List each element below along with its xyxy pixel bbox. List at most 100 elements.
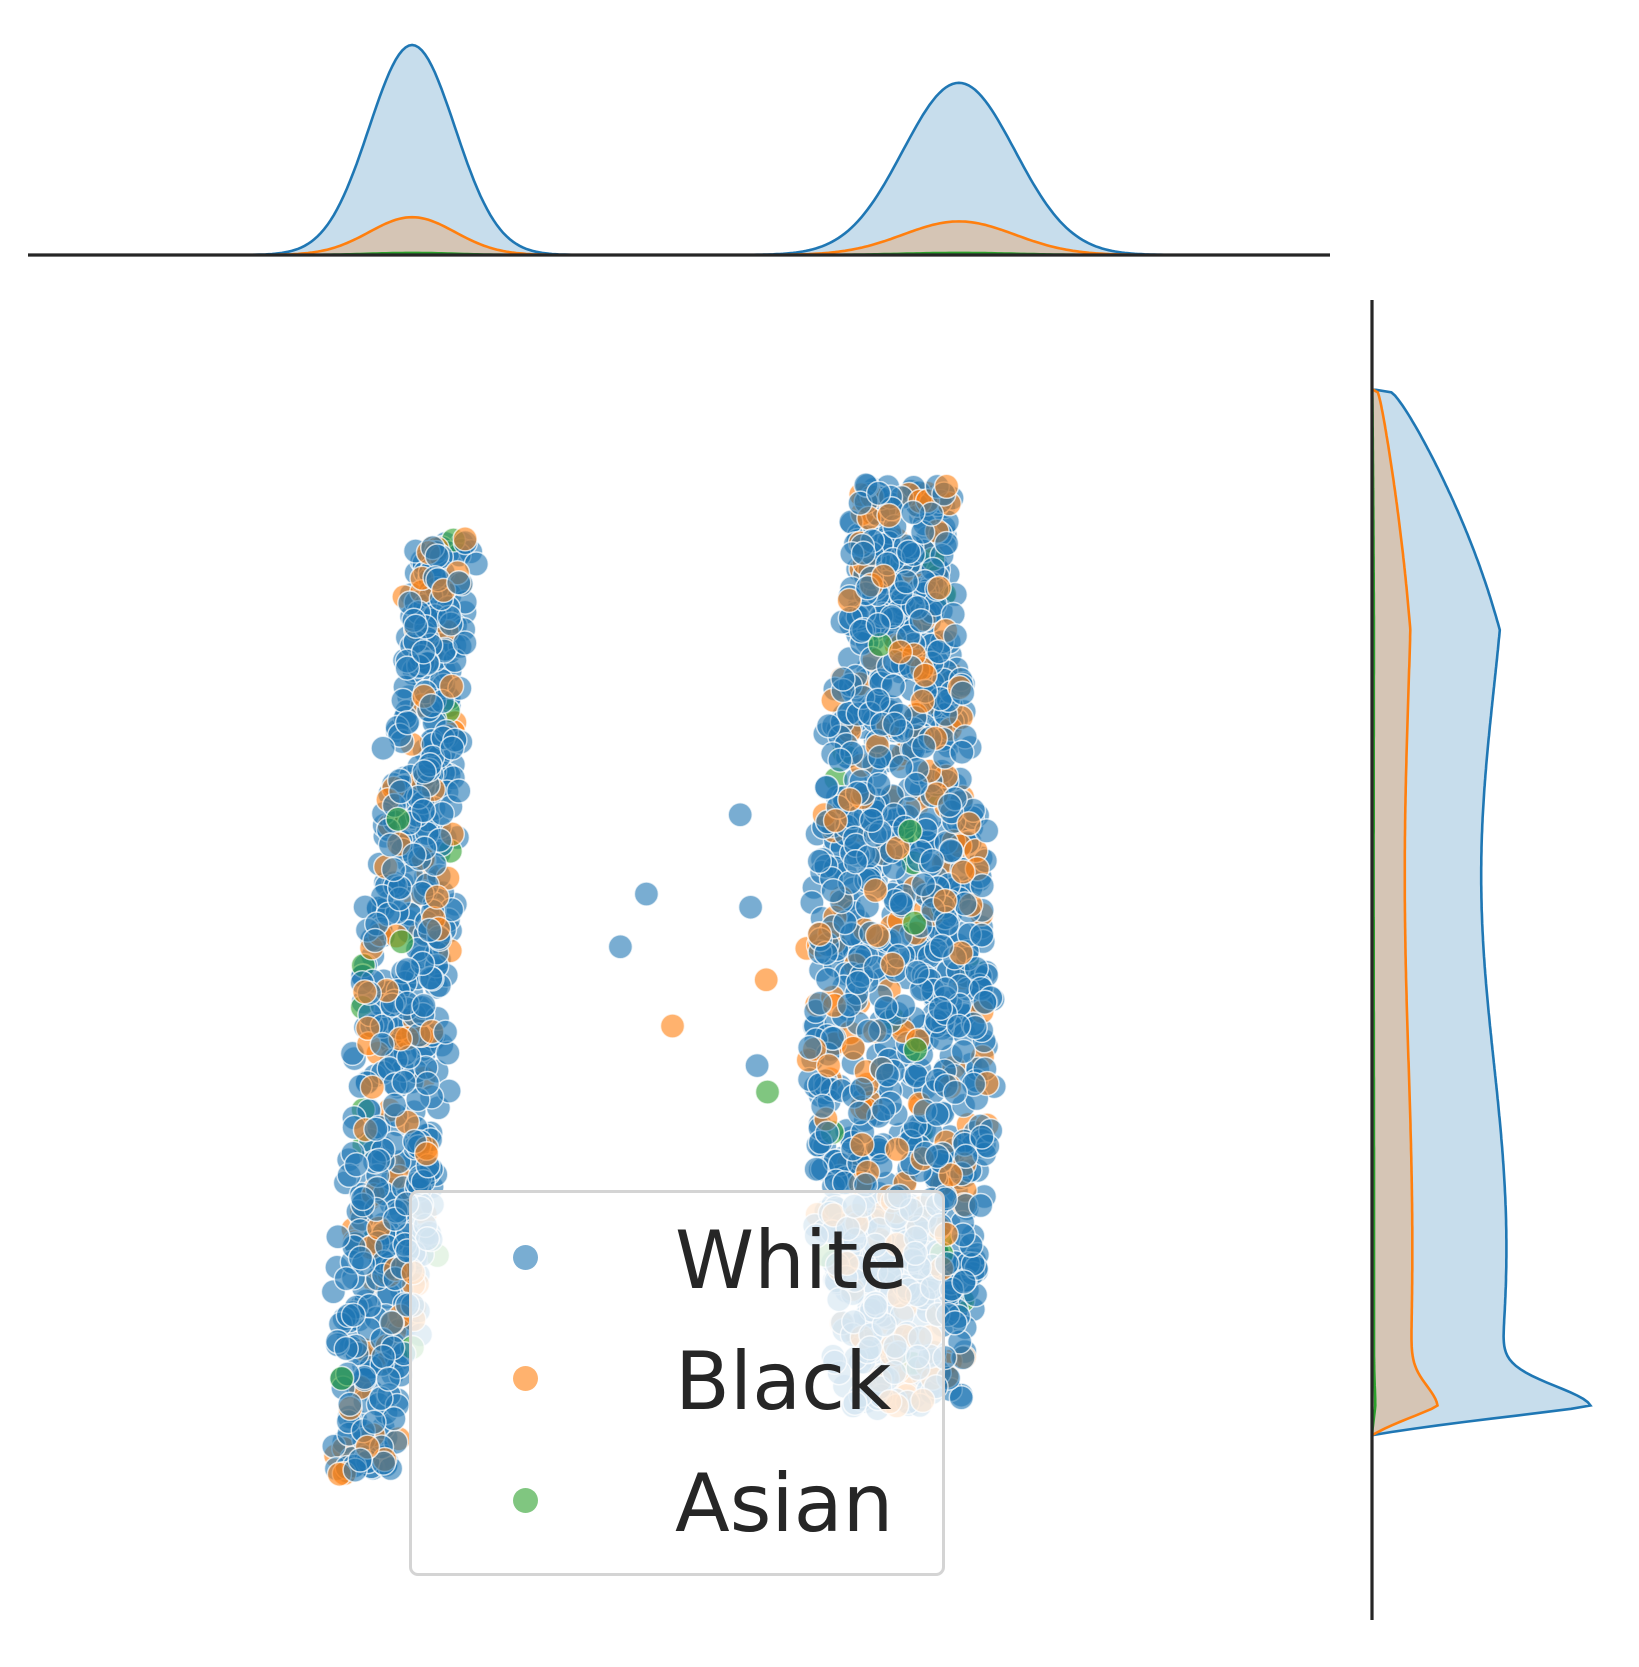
point-black-1962 — [862, 877, 889, 904]
point-white-1965 — [967, 1192, 994, 1219]
point-white-625 — [333, 1335, 359, 1362]
point-white-1843 — [813, 774, 840, 800]
point-asian-638 — [328, 1365, 355, 1392]
point-white-1963 — [858, 807, 885, 834]
right-kde-fill-white — [1372, 300, 1591, 1620]
point-black-1949 — [933, 473, 960, 500]
point-white-1992 — [949, 680, 976, 706]
point-black-1980 — [879, 951, 906, 978]
point-white-609 — [365, 1147, 392, 1174]
point-white-1898 — [910, 871, 937, 898]
point-white-1834 — [948, 1385, 975, 1411]
point-asian-1750 — [902, 1036, 929, 1063]
point-white-645 — [337, 1391, 363, 1418]
point-white-688 — [362, 927, 388, 954]
point-white-1733 — [919, 847, 945, 874]
point-white-593 — [333, 1265, 360, 1292]
point-black-1977 — [956, 811, 982, 837]
legend-marker-asian — [513, 1488, 538, 1513]
point-black-1990 — [806, 921, 833, 947]
point-black-676 — [424, 884, 450, 910]
top-kde-line-white — [28, 43, 1330, 257]
point-white-1952 — [807, 990, 833, 1016]
point-white-694 — [446, 570, 472, 596]
legend-item-white: White — [412, 1193, 942, 1307]
point-white-1858 — [888, 890, 915, 917]
point-white-2001 — [633, 881, 660, 907]
point-white-1928 — [865, 687, 891, 714]
point-white-1994 — [865, 480, 892, 506]
point-white-1939 — [836, 992, 863, 1018]
point-white-687 — [340, 1302, 367, 1328]
point-white-671 — [391, 1069, 417, 1095]
point-black-1864 — [815, 1052, 842, 1079]
point-white-1972 — [809, 1093, 836, 1120]
point-white-1954 — [827, 747, 853, 773]
point-white-1959 — [942, 1079, 969, 1106]
point-white-668 — [410, 639, 437, 665]
point-white-1969 — [820, 877, 846, 904]
point-black-692 — [452, 526, 478, 552]
right-kde-line-black — [1370, 300, 1439, 1620]
point-white-1944 — [873, 994, 899, 1021]
right-kde-line-white — [1370, 300, 1593, 1620]
point-white-1877 — [927, 995, 954, 1022]
point-white-2007 — [727, 802, 753, 828]
point-white-1957 — [855, 1018, 882, 1044]
point-white-650 — [388, 778, 414, 805]
legend-label-black: Black — [675, 1335, 892, 1428]
point-asian-2004 — [754, 1079, 781, 1105]
point-white-2003 — [744, 1052, 770, 1079]
point-white-667 — [343, 1152, 370, 1178]
point-black-1927 — [926, 575, 952, 601]
point-white-2005 — [737, 894, 764, 920]
point-white-599 — [378, 1309, 405, 1336]
point-white-1996 — [928, 933, 955, 959]
point-white-1857 — [924, 1101, 950, 1128]
point-white-1865 — [969, 1124, 995, 1150]
point-black-2006 — [753, 967, 779, 993]
point-white-1799 — [904, 959, 930, 986]
point-white-442 — [390, 687, 416, 714]
point-white-556 — [418, 692, 445, 719]
point-asian-636 — [385, 806, 411, 832]
point-white-680 — [380, 856, 407, 883]
point-white-1905 — [942, 623, 969, 649]
point-white-1826 — [949, 739, 975, 765]
point-white-1906 — [908, 607, 934, 634]
point-white-1784 — [874, 1062, 901, 1088]
point-white-1978 — [846, 1100, 873, 1126]
legend-item-asian: Asian — [412, 1436, 942, 1550]
point-black-1958 — [837, 786, 863, 813]
top-kde-line-black — [28, 215, 1330, 257]
point-black-695 — [351, 979, 378, 1005]
point-white-1926 — [866, 771, 892, 798]
point-white-1901 — [942, 1310, 968, 1336]
point-white-1956 — [924, 1143, 951, 1170]
point-white-669 — [403, 613, 429, 639]
point-white-656 — [369, 1031, 395, 1058]
point-white-1960 — [806, 848, 833, 875]
point-white-1925 — [888, 754, 914, 780]
point-white-1907 — [814, 966, 841, 993]
point-black-1851 — [822, 807, 849, 834]
point-black-1896 — [864, 922, 891, 949]
top-kde-fill-white — [28, 45, 1330, 255]
point-white-621 — [446, 778, 472, 804]
point-white-1919 — [950, 1038, 977, 1065]
point-white-1955 — [936, 792, 963, 819]
point-white-1902 — [867, 744, 893, 770]
point-black-1918 — [909, 688, 936, 715]
point-white-626 — [361, 1409, 387, 1435]
point-white-1875 — [893, 569, 920, 595]
point-white-1892 — [951, 1269, 977, 1295]
point-white-2000 — [607, 934, 634, 960]
point-black-1998 — [932, 888, 958, 914]
point-black-1984 — [876, 502, 902, 529]
point-black-1997 — [870, 563, 897, 589]
right-marginal-kde — [1370, 300, 1593, 1620]
point-white-1935 — [815, 713, 842, 739]
point-black-1894 — [912, 662, 938, 688]
point-white-1871 — [796, 1034, 823, 1061]
point-white-653 — [394, 956, 421, 983]
